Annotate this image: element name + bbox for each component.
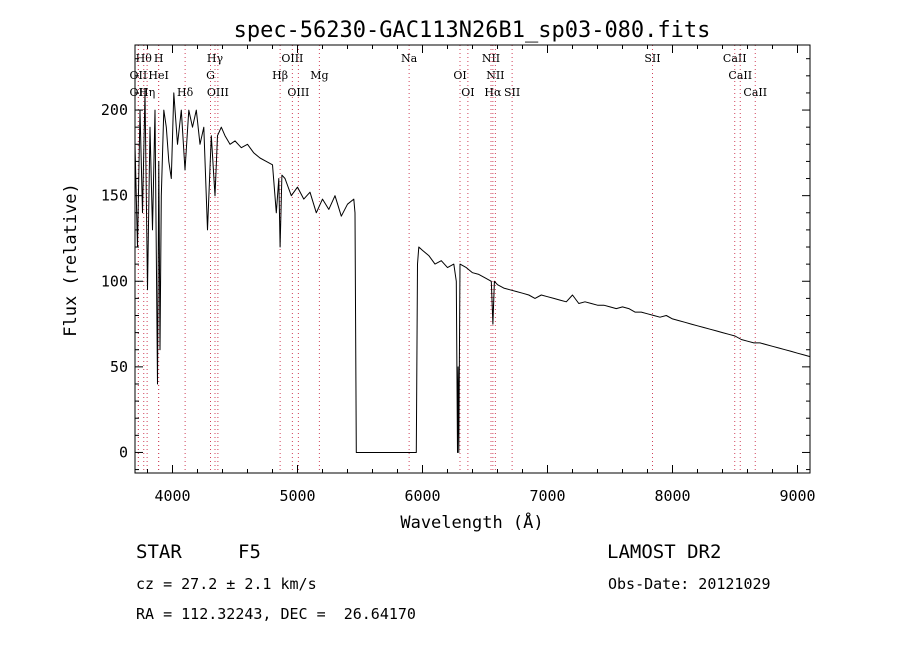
survey-name: LAMOST DR2 xyxy=(607,541,722,563)
x-tick-label-9000: 9000 xyxy=(779,487,815,505)
plot-frame xyxy=(134,44,811,474)
marker-label-14: Na xyxy=(401,52,418,65)
object-subclass: F5 xyxy=(238,541,261,563)
marker-label-4: H xyxy=(154,52,164,65)
marker-label-10: OIII xyxy=(281,52,303,65)
marker-label-16: OI xyxy=(461,86,474,99)
chart-title: spec-56230-GAC113N26B1_sp03-080.fits xyxy=(234,18,711,43)
redshift-cz: cz = 27.2 ± 2.1 km/s xyxy=(136,575,317,593)
marker-label-20: SII xyxy=(504,86,520,99)
x-tick-label-8000: 8000 xyxy=(654,487,690,505)
x-tick-label-6000: 6000 xyxy=(404,487,440,505)
marker-label-0: Hθ xyxy=(136,52,153,65)
marker-label-13: Mg xyxy=(310,69,328,82)
marker-label-9: OIII xyxy=(207,86,229,99)
y-tick-label-0: 0 xyxy=(119,443,128,461)
object-class: STAR xyxy=(136,541,182,563)
x-tick-label-5000: 5000 xyxy=(279,487,315,505)
marker-label-5: HeI xyxy=(148,69,168,82)
marker-label-2: Hη xyxy=(139,86,155,99)
x-axis-label: Wavelength (Å) xyxy=(400,511,543,533)
spectrum-line-0 xyxy=(134,92,811,453)
y-tick-label-100: 100 xyxy=(101,272,128,290)
marker-label-23: CaII xyxy=(728,69,752,82)
marker-label-8: G xyxy=(206,69,215,82)
x-tick-label-4000: 4000 xyxy=(154,487,190,505)
series-group xyxy=(134,92,811,453)
y-tick-label-200: 200 xyxy=(101,101,128,119)
axes: 4000 5000 6000 7000 8000 9000 0 50 100 150 200 xyxy=(101,45,816,505)
marker-label-12: OIII xyxy=(287,86,309,99)
marker-label-6: Hδ xyxy=(177,86,194,99)
obs-date: Obs-Date: 20121029 xyxy=(608,575,771,593)
marker-label-17: NII xyxy=(482,52,500,65)
marker-label-22: CaII xyxy=(723,52,747,65)
x-tick-label-7000: 7000 xyxy=(529,487,565,505)
y-tick-label-150: 150 xyxy=(101,187,128,205)
y-axis-label: Flux (relative) xyxy=(61,183,81,337)
marker-label-11: Hβ xyxy=(272,69,288,82)
marker-label-18: NII xyxy=(486,69,504,82)
marker-label-19: Hα xyxy=(484,86,502,99)
coordinates: RA = 112.32243, DEC = 26.64170 xyxy=(136,605,416,623)
line-markers: HθOIIHηOIIHHeIHδHγGOIIIOIIIHβOIIIMgNaOIO… xyxy=(130,45,767,473)
marker-label-7: Hγ xyxy=(207,52,224,65)
marker-label-24: CaII xyxy=(743,86,767,99)
marker-label-21: SII xyxy=(644,52,660,65)
marker-label-15: OI xyxy=(453,69,466,82)
y-tick-label-50: 50 xyxy=(110,358,128,376)
